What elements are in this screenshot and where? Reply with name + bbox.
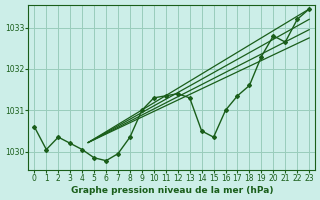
X-axis label: Graphe pression niveau de la mer (hPa): Graphe pression niveau de la mer (hPa) bbox=[70, 186, 273, 195]
